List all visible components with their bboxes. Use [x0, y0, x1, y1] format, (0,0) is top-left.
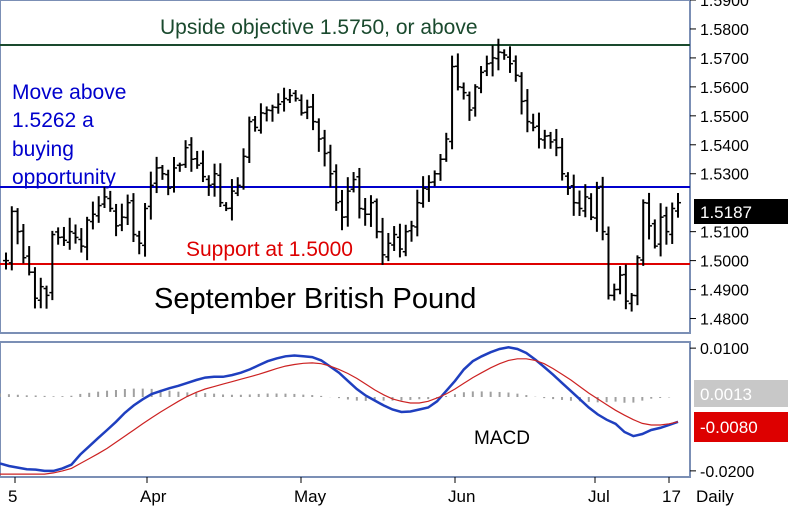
- time-tick-label: Apr: [140, 487, 167, 506]
- macd-panel: [0, 341, 691, 478]
- macd-line: [0, 346, 679, 473]
- macd-label: MACD: [474, 428, 530, 449]
- signal-value: -0.0080: [700, 418, 758, 437]
- buying-label-line1: Move above: [12, 81, 126, 104]
- price-tick-label: 1.5800: [700, 22, 749, 39]
- macd-tick-label: 0.0100: [700, 341, 749, 358]
- macd-axis: 0.0100 -0.0200: [690, 341, 754, 481]
- chart-title: September British Pound: [154, 283, 476, 315]
- buying-label-line3: buying: [12, 138, 74, 161]
- time-tick-label: 5: [8, 487, 17, 506]
- objective-label: Upside objective 1.5750, or above: [160, 16, 478, 39]
- last-price-value: 1.5187: [700, 203, 752, 222]
- price-tick-label: 1.5100: [700, 225, 749, 242]
- time-axis: 5 Apr May Jun Jul 17: [8, 477, 681, 506]
- price-tick-label: 1.4800: [700, 312, 749, 329]
- price-panel: [0, 0, 691, 334]
- price-axis: 1.5900 1.5800 1.5700 1.5600 1.5500 1.5400 1.53…: [690, 0, 749, 329]
- buying-label-line4: opportunity: [12, 166, 116, 189]
- signal-line: [0, 358, 679, 475]
- price-tick-label: 1.5400: [700, 138, 749, 155]
- price-tick-label: 1.5000: [700, 254, 749, 271]
- support-label: Support at 1.5000: [186, 238, 353, 261]
- macd-histogram: [0, 388, 671, 403]
- macd-tick-label: -0.0200: [700, 464, 754, 481]
- last-price-tag: [694, 199, 788, 224]
- macd-value: 0.0013: [700, 385, 752, 404]
- macd-value-tag: [694, 380, 788, 407]
- time-tick-label: 17: [662, 487, 681, 506]
- price-bars: [3, 38, 681, 312]
- buying-label-line2: 1.5262 a: [12, 109, 94, 132]
- price-tick-label: 1.4900: [700, 283, 749, 300]
- price-tick-label: 1.5700: [700, 51, 749, 68]
- price-tick-label: 1.5600: [700, 80, 749, 97]
- signal-value-tag: [694, 412, 788, 442]
- period-label: Daily: [696, 487, 734, 506]
- time-tick-label: Jun: [448, 487, 475, 506]
- price-tick-label: 1.5500: [700, 109, 749, 126]
- time-tick-label: May: [294, 487, 327, 506]
- price-tick-label: 1.5900: [700, 0, 749, 10]
- price-tick-label: 1.5300: [700, 167, 749, 184]
- time-tick-label: Jul: [588, 487, 610, 506]
